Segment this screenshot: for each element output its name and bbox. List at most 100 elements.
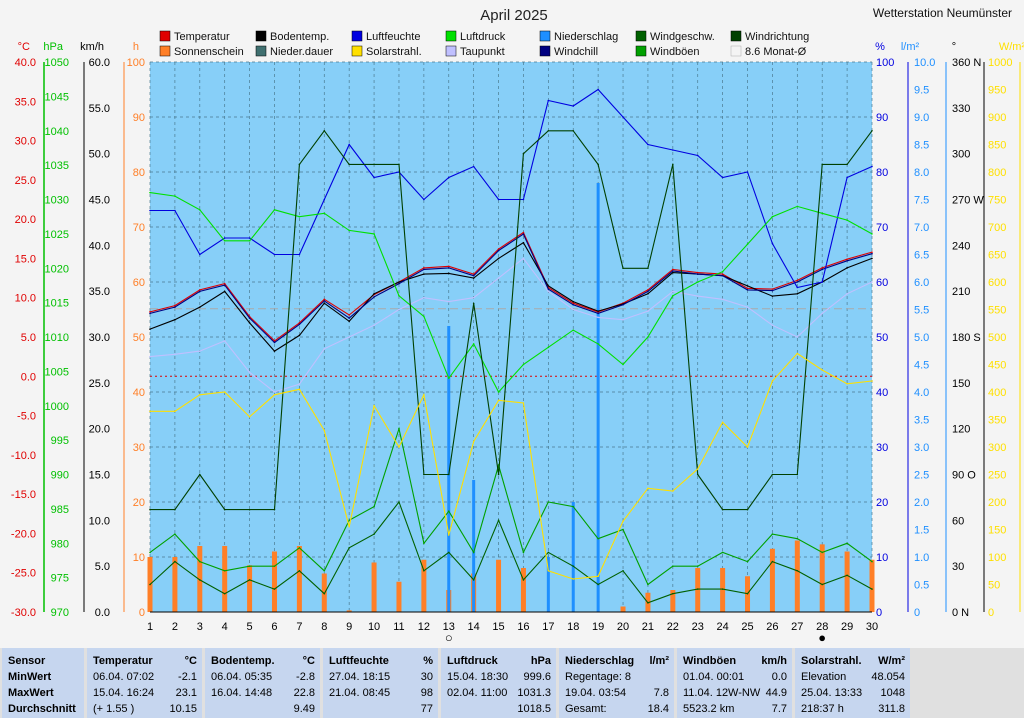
tick-label-sun: 20 [133, 497, 145, 509]
data-point [423, 273, 425, 275]
data-point [771, 289, 774, 292]
data-point [373, 404, 375, 407]
data-point [447, 534, 450, 536]
tick-label-wind: 35.0 [89, 286, 110, 298]
data-point [398, 446, 400, 448]
tick-label-sun: 100 [127, 57, 145, 69]
tick-label-pressure: 970 [51, 607, 69, 619]
tick-label-direction: 120 [952, 424, 970, 436]
data-point [223, 508, 226, 511]
data-point [174, 353, 176, 356]
series-line [149, 257, 873, 393]
data-point [696, 468, 699, 470]
data-point [472, 579, 475, 581]
legend-swatch [539, 45, 551, 57]
tick-label-humidity: 70 [876, 222, 888, 234]
legend-swatch [635, 30, 647, 42]
data-point [198, 393, 201, 396]
tick-label-pressure: 975 [51, 573, 69, 585]
data-point [323, 429, 326, 432]
data-point [298, 253, 301, 256]
data-point [223, 340, 226, 342]
data-point [149, 311, 151, 313]
data-point [547, 346, 550, 349]
data-point [497, 519, 500, 522]
data-point [647, 583, 649, 586]
stats-cell-label: Regentage: 8 [565, 671, 632, 683]
data-point [871, 560, 873, 563]
data-point [497, 473, 500, 476]
tick-label-wind: 10.0 [89, 515, 110, 527]
data-point [672, 270, 674, 272]
data-point [721, 508, 724, 511]
bar-sonnenschein [769, 548, 775, 612]
data-point [273, 253, 276, 256]
data-point [821, 268, 824, 271]
stats-cell-value: 98 [420, 687, 433, 699]
data-point [622, 528, 624, 531]
tick-label-rain: 10.0 [914, 57, 935, 69]
stats-cell-value: 23.1 [175, 687, 197, 699]
stats-cell-label: Elevation [801, 671, 847, 683]
tick-label-day: 12 [418, 621, 430, 633]
data-point [149, 312, 151, 315]
tick-label-rain: 9.5 [914, 85, 929, 97]
bar-sonnenschein [172, 557, 178, 612]
data-point [323, 129, 326, 132]
tick-label-wind: 20.0 [89, 424, 110, 436]
tick-label-day: 10 [368, 621, 380, 633]
data-point [597, 343, 599, 345]
tick-label-rain: 0.5 [914, 580, 929, 592]
tick-label-day: 6 [271, 621, 277, 633]
data-point [298, 569, 301, 572]
data-point [746, 560, 749, 563]
tick-label-direction: 90 O [952, 470, 976, 482]
legend: Temperatur Bodentemp. Luftfeuchte Luftdruck… [159, 30, 809, 58]
data-point [771, 324, 774, 327]
data-point [423, 198, 425, 201]
data-point [522, 152, 525, 155]
data-point [472, 343, 475, 345]
tick-label-solar: 300 [988, 442, 1006, 454]
data-point [149, 583, 151, 586]
bar-sonnenschein [695, 568, 701, 612]
data-point [846, 258, 848, 261]
tick-label-day: 15 [492, 621, 504, 633]
data-point [796, 537, 799, 540]
tick-label-temp: 0.0 [21, 371, 36, 383]
legend-label: Luftdruck [460, 31, 506, 43]
stats-unit: °C [184, 655, 197, 667]
tick-label-day: 11 [393, 621, 404, 633]
tick-label-sun: 60 [133, 277, 145, 289]
stats-cell-label: 27.04. 18:15 [329, 671, 391, 683]
data-point [273, 391, 276, 393]
data-point [348, 317, 350, 319]
tick-label-sun: 50 [133, 332, 145, 344]
data-point [298, 388, 301, 391]
data-point [672, 565, 674, 567]
tick-label-temp: 15.0 [15, 253, 36, 265]
tick-label-solar: 400 [988, 387, 1006, 399]
data-point [423, 267, 425, 269]
data-point [846, 542, 848, 545]
tick-label-pressure: 1000 [45, 401, 69, 413]
bar-sonnenschein [620, 606, 626, 612]
data-point [796, 292, 799, 295]
stats-cell-value: -2.1 [178, 671, 197, 683]
bar-sonnenschein [670, 590, 676, 612]
stats-cell-label: 25.04. 13:33 [801, 687, 863, 699]
tick-label-pressure: 990 [51, 470, 69, 482]
stats-cell-label: 15.04. 18:30 [447, 671, 509, 683]
stats-cell-value: 9.49 [293, 703, 315, 715]
grid [149, 61, 873, 613]
data-point [746, 446, 749, 448]
legend-label: Niederschlag [554, 31, 618, 43]
data-point [174, 195, 176, 197]
tick-label-solar: 650 [988, 250, 1006, 262]
axis-unit-direction: ° [952, 41, 956, 53]
data-point [572, 105, 575, 107]
series-taupunkt [149, 257, 873, 393]
tick-label-rain: 2.5 [914, 470, 929, 482]
data-point [597, 310, 599, 312]
data-point [522, 551, 525, 554]
